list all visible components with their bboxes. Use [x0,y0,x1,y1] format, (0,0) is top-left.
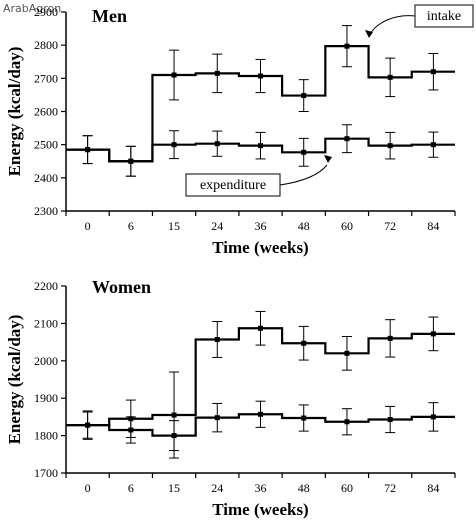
data-point [344,43,350,49]
y-axis-title: Energy (kcal/day) [5,315,24,445]
x-tick-label: 24 [211,481,223,495]
data-point [128,427,134,433]
data-point [387,143,393,149]
x-axis-title: Time (weeks) [212,238,308,257]
series-0 [66,310,455,459]
x-tick-label: 60 [341,481,353,495]
y-tick-label: 2800 [34,38,58,52]
data-point [387,335,393,341]
callout: expenditure [185,155,332,197]
y-tick-label: 2700 [34,71,58,85]
callout-arrow-line [368,15,416,37]
x-tick-label: 6 [128,481,134,495]
x-tick-label: 24 [211,219,223,233]
data-point [344,419,350,425]
callout-arrowhead [324,155,332,163]
data-point [214,141,220,147]
x-tick-label: 48 [298,481,310,495]
data-point [171,142,177,148]
y-tick-label: 2200 [34,279,58,293]
women-panel: 1700 1800 1900 2000 2100 2200 0 6 15 24 36 48 60 72 84… [5,277,456,519]
callout-arrow-line [279,164,328,186]
x-tick-label: 0 [85,219,91,233]
panel-title: Men [92,6,127,26]
men-panel: 2300 2400 2500 2600 2700 2800 2900 0 6 15 24 36 48 60… [5,4,474,257]
data-point [387,74,393,80]
panel-title: Women [92,277,151,297]
x-tick-label: 15 [168,219,180,233]
data-point [214,415,220,421]
data-point [214,336,220,342]
x-tick-label: 36 [255,481,267,495]
data-point [171,72,177,78]
data-point [430,69,436,75]
x-tick-label: 6 [128,219,134,233]
y-tick-label: 2500 [34,138,58,152]
data-point [214,70,220,76]
x-axis-title: Time (weeks) [212,500,308,519]
data-point [258,411,263,417]
y-tick-label: 2400 [34,171,58,185]
data-point [128,158,134,164]
x-tick-label: 72 [384,219,396,233]
y-tick-label: 2600 [34,105,58,119]
data-point [85,422,91,428]
data-point [387,417,393,423]
x-tick-label: 72 [384,481,396,495]
data-point [301,149,307,155]
series-expenditure [66,124,455,177]
data-point [171,412,177,418]
data-point [301,340,307,346]
data-point [301,93,307,99]
data-point [85,147,91,153]
x-tick-label: 36 [255,219,267,233]
data-point [430,331,436,337]
callout-label: intake [427,9,461,24]
callout-arrowhead [365,30,373,38]
y-tick-label: 1900 [34,391,58,405]
x-tick-label: 15 [168,481,180,495]
data-point [344,136,350,142]
watermark: ArabAgron [3,2,62,15]
data-point [430,414,436,420]
data-point [258,143,263,149]
callout-label: expenditure [200,178,266,193]
series-1 [66,400,455,452]
data-point [258,325,263,331]
y-tick-label: 2100 [34,316,58,330]
x-tick-label: 48 [298,219,310,233]
data-point [430,142,436,148]
callout: intake [365,4,474,38]
y-tick-label: 2000 [34,354,58,368]
y-tick-label: 2300 [34,204,58,218]
data-point [301,415,307,421]
y-axis-title: Energy (kcal/day) [5,47,24,177]
y-tick-label: 1800 [34,429,58,443]
x-tick-label: 60 [341,219,353,233]
x-tick-label: 84 [427,219,439,233]
data-point [258,73,263,79]
x-tick-label: 0 [85,481,91,495]
data-point [171,433,177,439]
y-tick-label: 1700 [34,466,58,480]
y-tick-label: 2900 [34,5,58,19]
x-tick-label: 84 [427,481,439,495]
data-point [344,350,350,356]
